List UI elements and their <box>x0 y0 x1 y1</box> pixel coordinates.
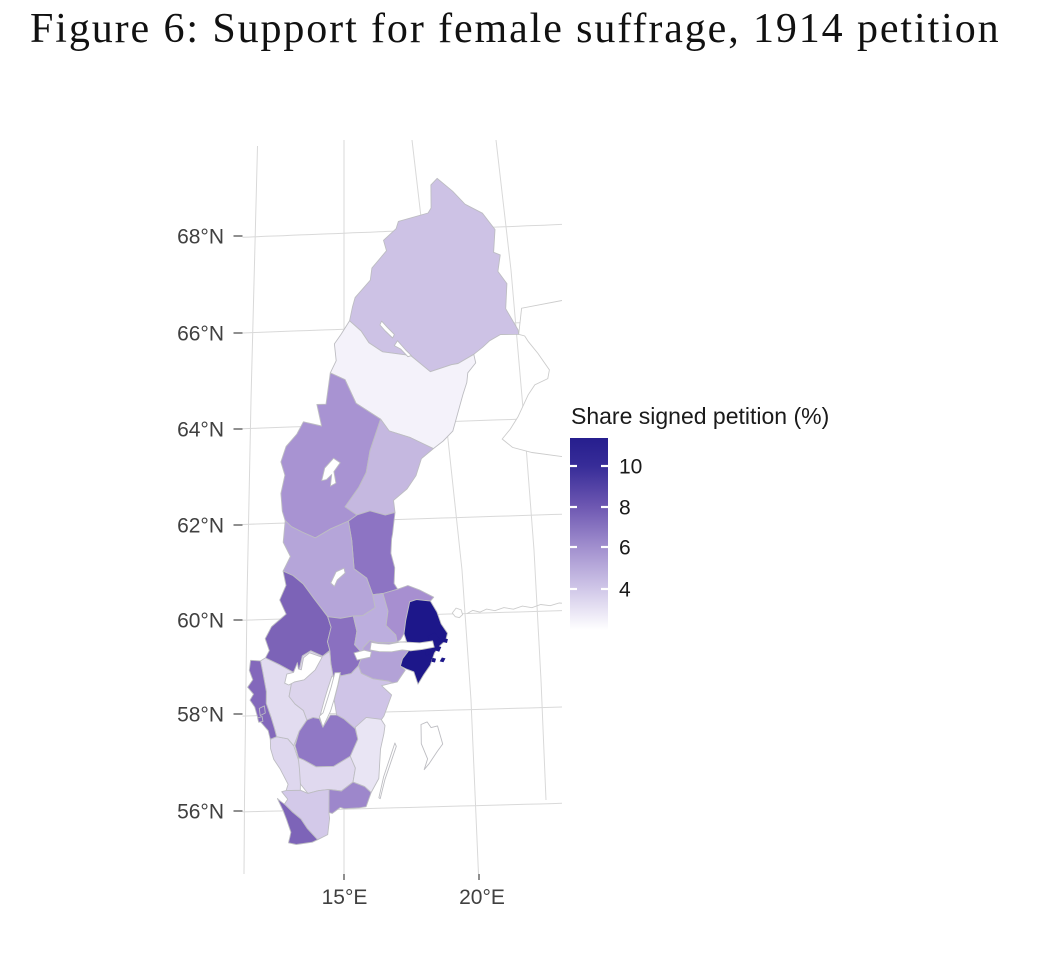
svg-text:58°N: 58°N <box>177 704 224 727</box>
svg-text:68°N: 68°N <box>177 226 224 249</box>
svg-text:64°N: 64°N <box>177 419 224 442</box>
svg-text:56°N: 56°N <box>177 801 224 824</box>
svg-text:8: 8 <box>619 497 631 520</box>
svg-text:10: 10 <box>619 456 642 479</box>
svg-text:4: 4 <box>619 579 631 602</box>
svg-text:66°N: 66°N <box>177 323 224 346</box>
svg-text:60°N: 60°N <box>177 610 224 633</box>
svg-text:15°E: 15°E <box>322 886 368 909</box>
svg-text:20°E: 20°E <box>459 886 505 909</box>
svg-text:6: 6 <box>619 537 631 560</box>
svg-text:62°N: 62°N <box>177 515 224 538</box>
svg-text:Share signed petition (%): Share signed petition (%) <box>571 403 829 429</box>
